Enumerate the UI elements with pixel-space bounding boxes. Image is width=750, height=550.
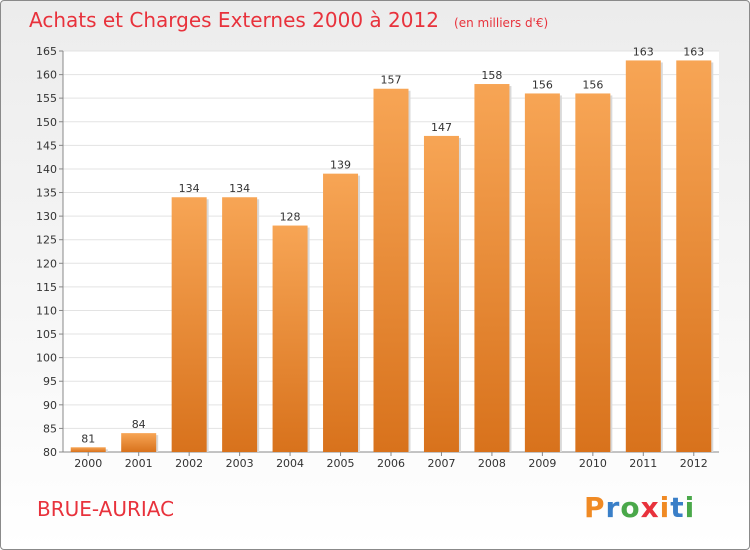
bar-2010: [575, 93, 611, 452]
chart-unit: (en milliers d'€): [454, 16, 549, 30]
y-tick-label: 90: [43, 399, 57, 412]
y-tick-label: 125: [36, 234, 57, 247]
y-tick-label: 140: [36, 163, 57, 176]
bar-2008: [474, 84, 510, 452]
bar-2005: [323, 173, 359, 453]
bar-value-label: 134: [179, 182, 200, 195]
y-tick-label: 120: [36, 257, 57, 270]
y-tick-label: 80: [43, 446, 57, 459]
bar-2004: [272, 225, 308, 452]
bar-2011: [625, 60, 661, 452]
y-tick-label: 85: [43, 422, 57, 435]
logo-letter: i: [684, 491, 696, 524]
bar-value-label: 158: [481, 69, 502, 82]
bar-value-label: 134: [229, 182, 250, 195]
x-tick-label: 2012: [680, 457, 708, 470]
y-tick-label: 130: [36, 210, 57, 223]
bar-value-label: 139: [330, 159, 351, 172]
bar-value-label: 163: [683, 45, 704, 58]
logo-letter: o: [620, 491, 641, 524]
bar-2009: [524, 93, 560, 452]
bar-value-label: 156: [532, 78, 553, 91]
logo-letter: t: [670, 491, 685, 524]
bar-2000: [70, 447, 106, 452]
bar-value-label: 147: [431, 121, 452, 134]
logo-letter: x: [640, 491, 660, 524]
bar-value-label: 128: [280, 211, 301, 224]
bar-value-label: 81: [81, 432, 95, 445]
bar-2002: [171, 197, 207, 452]
bar-value-label: 84: [132, 418, 146, 431]
y-tick-label: 145: [36, 139, 57, 152]
x-tick-label: 2007: [427, 457, 455, 470]
y-tick-label: 105: [36, 328, 57, 341]
x-tick-label: 2001: [125, 457, 153, 470]
bar-2007: [423, 135, 459, 452]
x-tick-label: 2005: [327, 457, 355, 470]
bar-value-label: 163: [633, 45, 654, 58]
x-tick-label: 2002: [175, 457, 203, 470]
proxiti-logo: Proxiti: [584, 491, 695, 524]
x-tick-label: 2008: [478, 457, 506, 470]
x-tick-label: 2010: [579, 457, 607, 470]
x-tick-label: 2000: [74, 457, 102, 470]
y-tick-label: 100: [36, 352, 57, 365]
bar-value-label: 157: [381, 74, 402, 87]
y-tick-label: 115: [36, 281, 57, 294]
x-tick-label: 2009: [528, 457, 556, 470]
chart-title: Achats et Charges Externes 2000 à 2012: [29, 8, 439, 32]
x-tick-label: 2003: [226, 457, 254, 470]
logo-letter: r: [605, 491, 621, 524]
bar-value-label: 156: [582, 78, 603, 91]
y-tick-label: 165: [36, 45, 57, 58]
y-tick-label: 135: [36, 187, 57, 200]
logo-letter: i: [659, 491, 671, 524]
bar-2003: [222, 197, 258, 452]
logo-letter: P: [584, 491, 606, 524]
bar-2012: [676, 60, 712, 452]
x-tick-label: 2006: [377, 457, 405, 470]
y-tick-label: 95: [43, 375, 57, 388]
y-tick-label: 160: [36, 69, 57, 82]
y-tick-label: 150: [36, 116, 57, 129]
x-tick-label: 2004: [276, 457, 304, 470]
y-tick-label: 155: [36, 92, 57, 105]
bar-2006: [373, 88, 409, 452]
x-tick-label: 2011: [629, 457, 657, 470]
y-tick-label: 110: [36, 304, 57, 317]
bar-2001: [121, 433, 157, 452]
commune-name: BRUE-AURIAC: [37, 497, 175, 521]
chart-title-block: Achats et Charges Externes 2000 à 2012 (…: [29, 8, 548, 32]
